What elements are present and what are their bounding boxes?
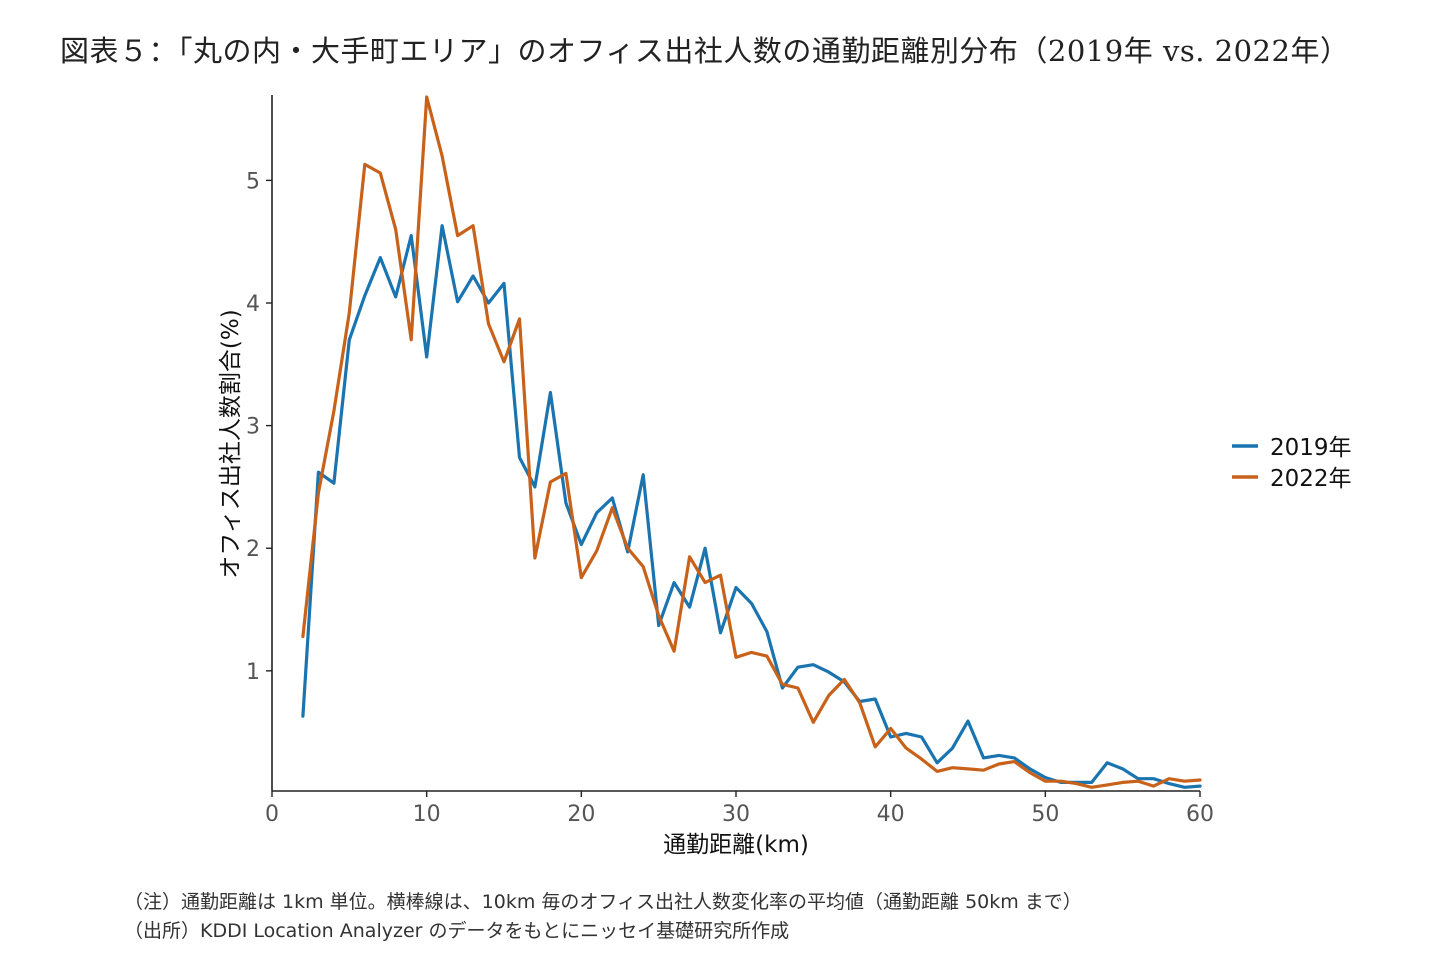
- legend-label-2: 2022年: [1270, 466, 1352, 492]
- figure-title: 図表５：「丸の内・大手町エリア」のオフィス出社人数の通勤距離別分布（2019年 …: [60, 34, 1350, 68]
- plot-area: [301, 95, 1202, 789]
- y-tick-label: 5: [246, 169, 260, 194]
- footnote: （注）通勤距離は 1km 単位。横棒線は、10km 毎のオフィス出社人数変化率の…: [124, 891, 1082, 913]
- legend: 2019年 2022年: [1232, 435, 1352, 492]
- y-tick-label: 3: [246, 415, 260, 440]
- x-tick-label: 40: [877, 802, 905, 827]
- legend-label-1: 2019年: [1270, 435, 1352, 461]
- series-line-1: [301, 224, 1202, 789]
- x-tick-label: 10: [413, 802, 441, 827]
- axes: 0 10 20 30 40 50 60 1 2 3 4 5 通勤距離(km) オフィス出社人数割合(%): [218, 95, 1214, 858]
- x-axis-title: 通勤距離(km): [663, 832, 809, 858]
- y-axis-title: オフィス出社人数割合(%): [218, 309, 244, 578]
- y-tick-label: 1: [246, 660, 260, 685]
- series-line-2: [301, 95, 1202, 789]
- x-tick-label: 30: [722, 802, 750, 827]
- y-tick-label: 2: [246, 537, 260, 562]
- x-tick-label: 20: [567, 802, 595, 827]
- source-note: （出所）KDDI Location Analyzer のデータをもとにニッセイ基…: [124, 920, 790, 942]
- x-tick-label: 60: [1186, 802, 1214, 827]
- y-tick-label: 4: [246, 292, 260, 317]
- x-tick-label: 50: [1031, 802, 1059, 827]
- x-tick-label: 0: [265, 802, 279, 827]
